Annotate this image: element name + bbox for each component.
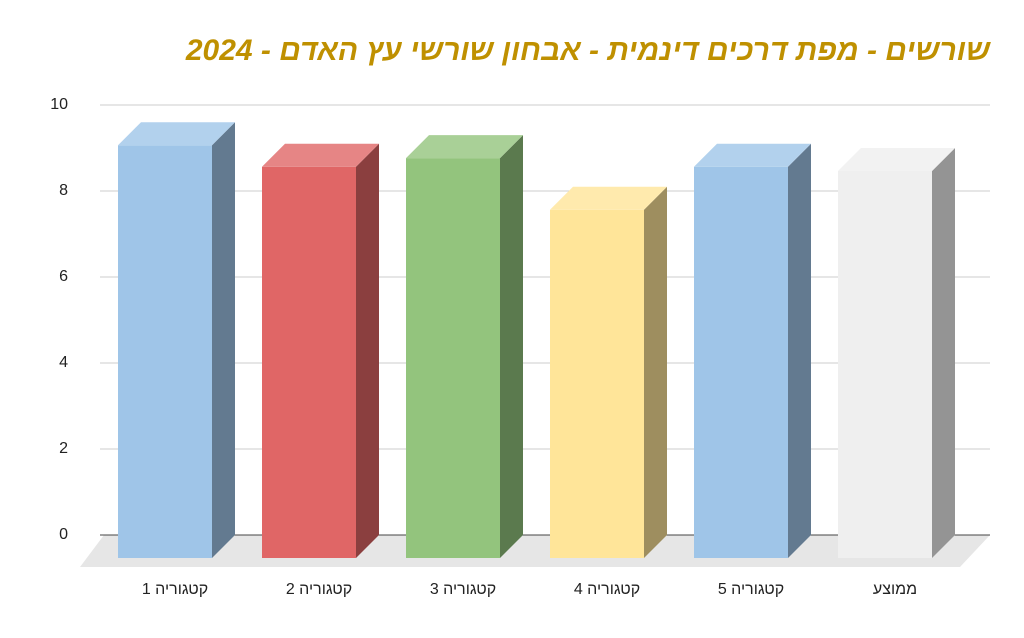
bar-top — [550, 186, 667, 210]
y-tick-label: 6 — [59, 268, 68, 285]
bar-front — [406, 158, 500, 558]
bar-side — [356, 143, 379, 558]
bar-front — [550, 209, 644, 558]
bar-front — [262, 166, 356, 558]
y-tick-label: 0 — [59, 526, 68, 543]
bar-side — [932, 148, 955, 558]
x-tick-label: קטגוריה 3 — [430, 581, 496, 598]
y-tick-label: 8 — [59, 182, 68, 199]
chart-title: שורשים - מפת דרכים דינמית - אבחון שורשי … — [185, 34, 992, 67]
bar-side — [500, 135, 523, 558]
bar-side — [644, 186, 667, 558]
bar — [406, 135, 523, 558]
x-tick-label: קטגוריה 5 — [718, 581, 784, 598]
bar-top — [406, 135, 523, 159]
bar — [550, 186, 667, 558]
x-tick-label: קטגוריה 1 — [142, 581, 208, 598]
y-tick-label: 4 — [59, 354, 68, 371]
x-tick-label: קטגוריה 2 — [286, 581, 352, 598]
bar-side — [788, 143, 811, 558]
bar-front — [694, 166, 788, 558]
y-tick-label: 2 — [59, 440, 68, 457]
y-tick-label: 10 — [50, 96, 68, 113]
x-tick-label: קטגוריה 4 — [574, 581, 640, 598]
bar-top — [118, 122, 235, 146]
bar-front — [118, 145, 212, 558]
bar — [694, 143, 811, 558]
bar-top — [262, 143, 379, 167]
bar — [838, 148, 955, 558]
bar — [262, 143, 379, 558]
bar-top — [838, 148, 955, 171]
bar-front — [838, 171, 932, 558]
bar-side — [212, 122, 235, 558]
bar-top — [694, 143, 811, 167]
bar — [118, 122, 235, 558]
x-tick-label: ממוצע — [873, 581, 917, 598]
